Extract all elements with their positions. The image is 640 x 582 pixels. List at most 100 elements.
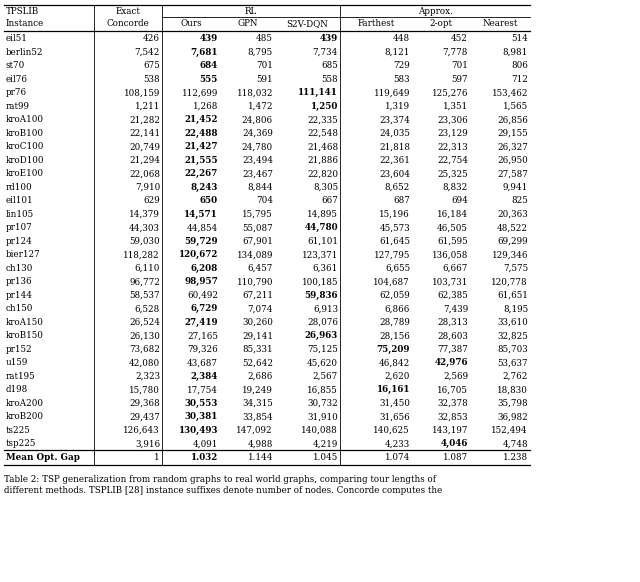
Text: 27,165: 27,165	[187, 331, 218, 340]
Text: 58,537: 58,537	[129, 291, 160, 300]
Text: 120,778: 120,778	[492, 277, 528, 286]
Text: 35,798: 35,798	[497, 399, 528, 408]
Text: kroD100: kroD100	[6, 156, 45, 165]
Text: kroC100: kroC100	[6, 142, 44, 151]
Text: 4,988: 4,988	[248, 439, 273, 448]
Text: 45,620: 45,620	[307, 359, 338, 367]
Text: 104,687: 104,687	[373, 277, 410, 286]
Text: 6,457: 6,457	[248, 264, 273, 273]
Text: 24,780: 24,780	[242, 142, 273, 151]
Text: 32,378: 32,378	[437, 399, 468, 408]
Text: 75,209: 75,209	[376, 345, 410, 354]
Text: GPN: GPN	[237, 20, 258, 29]
Text: 6,729: 6,729	[191, 304, 218, 313]
Text: 26,856: 26,856	[497, 115, 528, 124]
Text: 4,219: 4,219	[312, 439, 338, 448]
Text: u159: u159	[6, 359, 28, 367]
Text: lin105: lin105	[6, 210, 34, 219]
Text: 22,548: 22,548	[307, 129, 338, 138]
Text: 667: 667	[321, 196, 338, 205]
Text: 7,542: 7,542	[134, 48, 160, 57]
Text: 44,854: 44,854	[187, 223, 218, 232]
Text: 119,649: 119,649	[374, 88, 410, 97]
Text: 21,886: 21,886	[307, 156, 338, 165]
Text: 31,656: 31,656	[380, 412, 410, 421]
Text: 8,195: 8,195	[503, 304, 528, 313]
Text: 24,369: 24,369	[242, 129, 273, 138]
Text: 26,524: 26,524	[129, 318, 160, 327]
Text: 6,208: 6,208	[191, 264, 218, 273]
Text: 19,249: 19,249	[242, 385, 273, 394]
Text: eil101: eil101	[6, 196, 34, 205]
Text: 14,895: 14,895	[307, 210, 338, 219]
Text: 21,452: 21,452	[184, 115, 218, 125]
Text: 52,642: 52,642	[242, 359, 273, 367]
Text: 20,749: 20,749	[129, 142, 160, 151]
Text: 85,703: 85,703	[497, 345, 528, 354]
Text: Mean Opt. Gap: Mean Opt. Gap	[6, 453, 80, 462]
Text: 17,754: 17,754	[187, 385, 218, 394]
Text: 59,836: 59,836	[305, 291, 338, 300]
Text: 514: 514	[511, 34, 528, 43]
Text: 42,976: 42,976	[435, 359, 468, 367]
Text: 26,327: 26,327	[497, 142, 528, 151]
Text: 6,528: 6,528	[135, 304, 160, 313]
Text: 2,620: 2,620	[385, 372, 410, 381]
Text: 96,772: 96,772	[129, 277, 160, 286]
Text: kroA150: kroA150	[6, 318, 44, 327]
Text: kroA100: kroA100	[6, 115, 44, 124]
Text: Table 2: TSP generalization from random graphs to real world graphs, comparing t: Table 2: TSP generalization from random …	[4, 475, 436, 484]
Text: 34,315: 34,315	[243, 399, 273, 408]
Text: Concorde: Concorde	[107, 20, 149, 29]
Text: 126,643: 126,643	[124, 426, 160, 435]
Text: 55,087: 55,087	[243, 223, 273, 232]
Text: 62,059: 62,059	[380, 291, 410, 300]
Text: 21,555: 21,555	[184, 156, 218, 165]
Text: 23,494: 23,494	[242, 156, 273, 165]
Text: Instance: Instance	[6, 20, 44, 29]
Text: RL: RL	[245, 8, 257, 16]
Text: 98,957: 98,957	[184, 277, 218, 286]
Text: 21,294: 21,294	[129, 156, 160, 165]
Text: 1.238: 1.238	[503, 453, 528, 462]
Text: 439: 439	[320, 34, 338, 43]
Text: 7,681: 7,681	[191, 48, 218, 57]
Text: 67,901: 67,901	[242, 237, 273, 246]
Text: 7,910: 7,910	[135, 183, 160, 191]
Text: 16,161: 16,161	[376, 385, 410, 394]
Text: 14,379: 14,379	[129, 210, 160, 219]
Text: 8,844: 8,844	[248, 183, 273, 191]
Text: 61,651: 61,651	[497, 291, 528, 300]
Text: 123,371: 123,371	[301, 250, 338, 259]
Text: 67,211: 67,211	[242, 291, 273, 300]
Text: 153,462: 153,462	[492, 88, 528, 97]
Text: 1,319: 1,319	[385, 102, 410, 111]
Text: 22,335: 22,335	[307, 115, 338, 124]
Text: 29,155: 29,155	[497, 129, 528, 138]
Text: 650: 650	[200, 196, 218, 205]
Text: 7,074: 7,074	[248, 304, 273, 313]
Text: 16,855: 16,855	[307, 385, 338, 394]
Text: 59,729: 59,729	[184, 237, 218, 246]
Text: 583: 583	[394, 74, 410, 84]
Text: st70: st70	[6, 61, 25, 70]
Text: 28,313: 28,313	[437, 318, 468, 327]
Text: 45,573: 45,573	[380, 223, 410, 232]
Text: different methods. TSPLIB [28] instance suffixes denote number of nodes. Concord: different methods. TSPLIB [28] instance …	[4, 485, 442, 495]
Text: 22,361: 22,361	[379, 156, 410, 165]
Text: 140,625: 140,625	[373, 426, 410, 435]
Text: 6,361: 6,361	[313, 264, 338, 273]
Text: 59,030: 59,030	[129, 237, 160, 246]
Text: 7,439: 7,439	[443, 304, 468, 313]
Text: 32,853: 32,853	[437, 412, 468, 421]
Text: eil51: eil51	[6, 34, 28, 43]
Text: 23,129: 23,129	[437, 129, 468, 138]
Text: 485: 485	[256, 34, 273, 43]
Text: 43,687: 43,687	[187, 359, 218, 367]
Text: 675: 675	[143, 61, 160, 70]
Text: 24,035: 24,035	[379, 129, 410, 138]
Text: 61,101: 61,101	[307, 237, 338, 246]
Text: 46,842: 46,842	[379, 359, 410, 367]
Text: 140,088: 140,088	[301, 426, 338, 435]
Text: 8,243: 8,243	[191, 183, 218, 191]
